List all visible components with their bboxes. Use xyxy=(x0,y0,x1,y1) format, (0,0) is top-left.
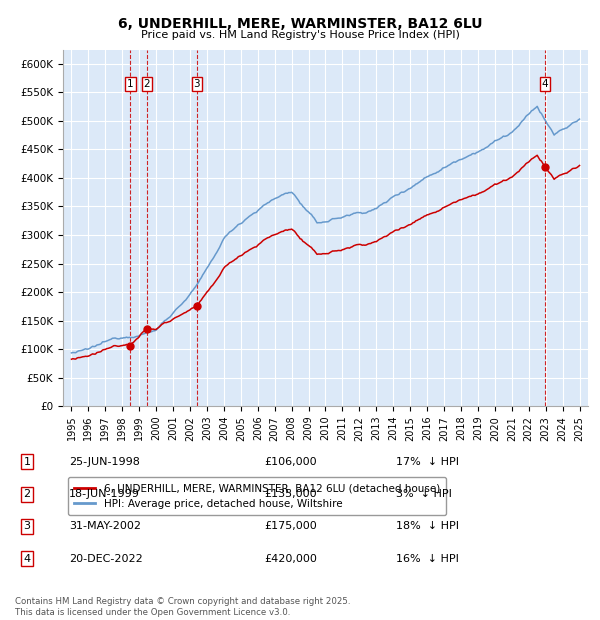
Text: 20-DEC-2022: 20-DEC-2022 xyxy=(69,554,143,564)
Text: £175,000: £175,000 xyxy=(264,521,317,531)
Text: 16%  ↓ HPI: 16% ↓ HPI xyxy=(396,554,459,564)
Text: 4: 4 xyxy=(542,79,548,89)
Text: 3%  ↓ HPI: 3% ↓ HPI xyxy=(396,489,452,499)
Text: Contains HM Land Registry data © Crown copyright and database right 2025.
This d: Contains HM Land Registry data © Crown c… xyxy=(15,598,350,617)
Text: 4: 4 xyxy=(23,554,31,564)
Text: 25-JUN-1998: 25-JUN-1998 xyxy=(69,457,140,467)
Text: 1: 1 xyxy=(127,79,134,89)
Text: 1: 1 xyxy=(23,457,31,467)
Text: Price paid vs. HM Land Registry's House Price Index (HPI): Price paid vs. HM Land Registry's House … xyxy=(140,30,460,40)
Text: 2: 2 xyxy=(23,489,31,499)
Text: £420,000: £420,000 xyxy=(264,554,317,564)
Text: 2: 2 xyxy=(143,79,151,89)
Text: £135,000: £135,000 xyxy=(264,489,317,499)
Text: 3: 3 xyxy=(23,521,31,531)
Text: 17%  ↓ HPI: 17% ↓ HPI xyxy=(396,457,459,467)
Text: 18%  ↓ HPI: 18% ↓ HPI xyxy=(396,521,459,531)
Text: 18-JUN-1999: 18-JUN-1999 xyxy=(69,489,140,499)
Text: £106,000: £106,000 xyxy=(264,457,317,467)
Legend: 6, UNDERHILL, MERE, WARMINSTER, BA12 6LU (detached house), HPI: Average price, d: 6, UNDERHILL, MERE, WARMINSTER, BA12 6LU… xyxy=(68,477,446,515)
Text: 31-MAY-2002: 31-MAY-2002 xyxy=(69,521,141,531)
Text: 6, UNDERHILL, MERE, WARMINSTER, BA12 6LU: 6, UNDERHILL, MERE, WARMINSTER, BA12 6LU xyxy=(118,17,482,32)
Text: 3: 3 xyxy=(194,79,200,89)
